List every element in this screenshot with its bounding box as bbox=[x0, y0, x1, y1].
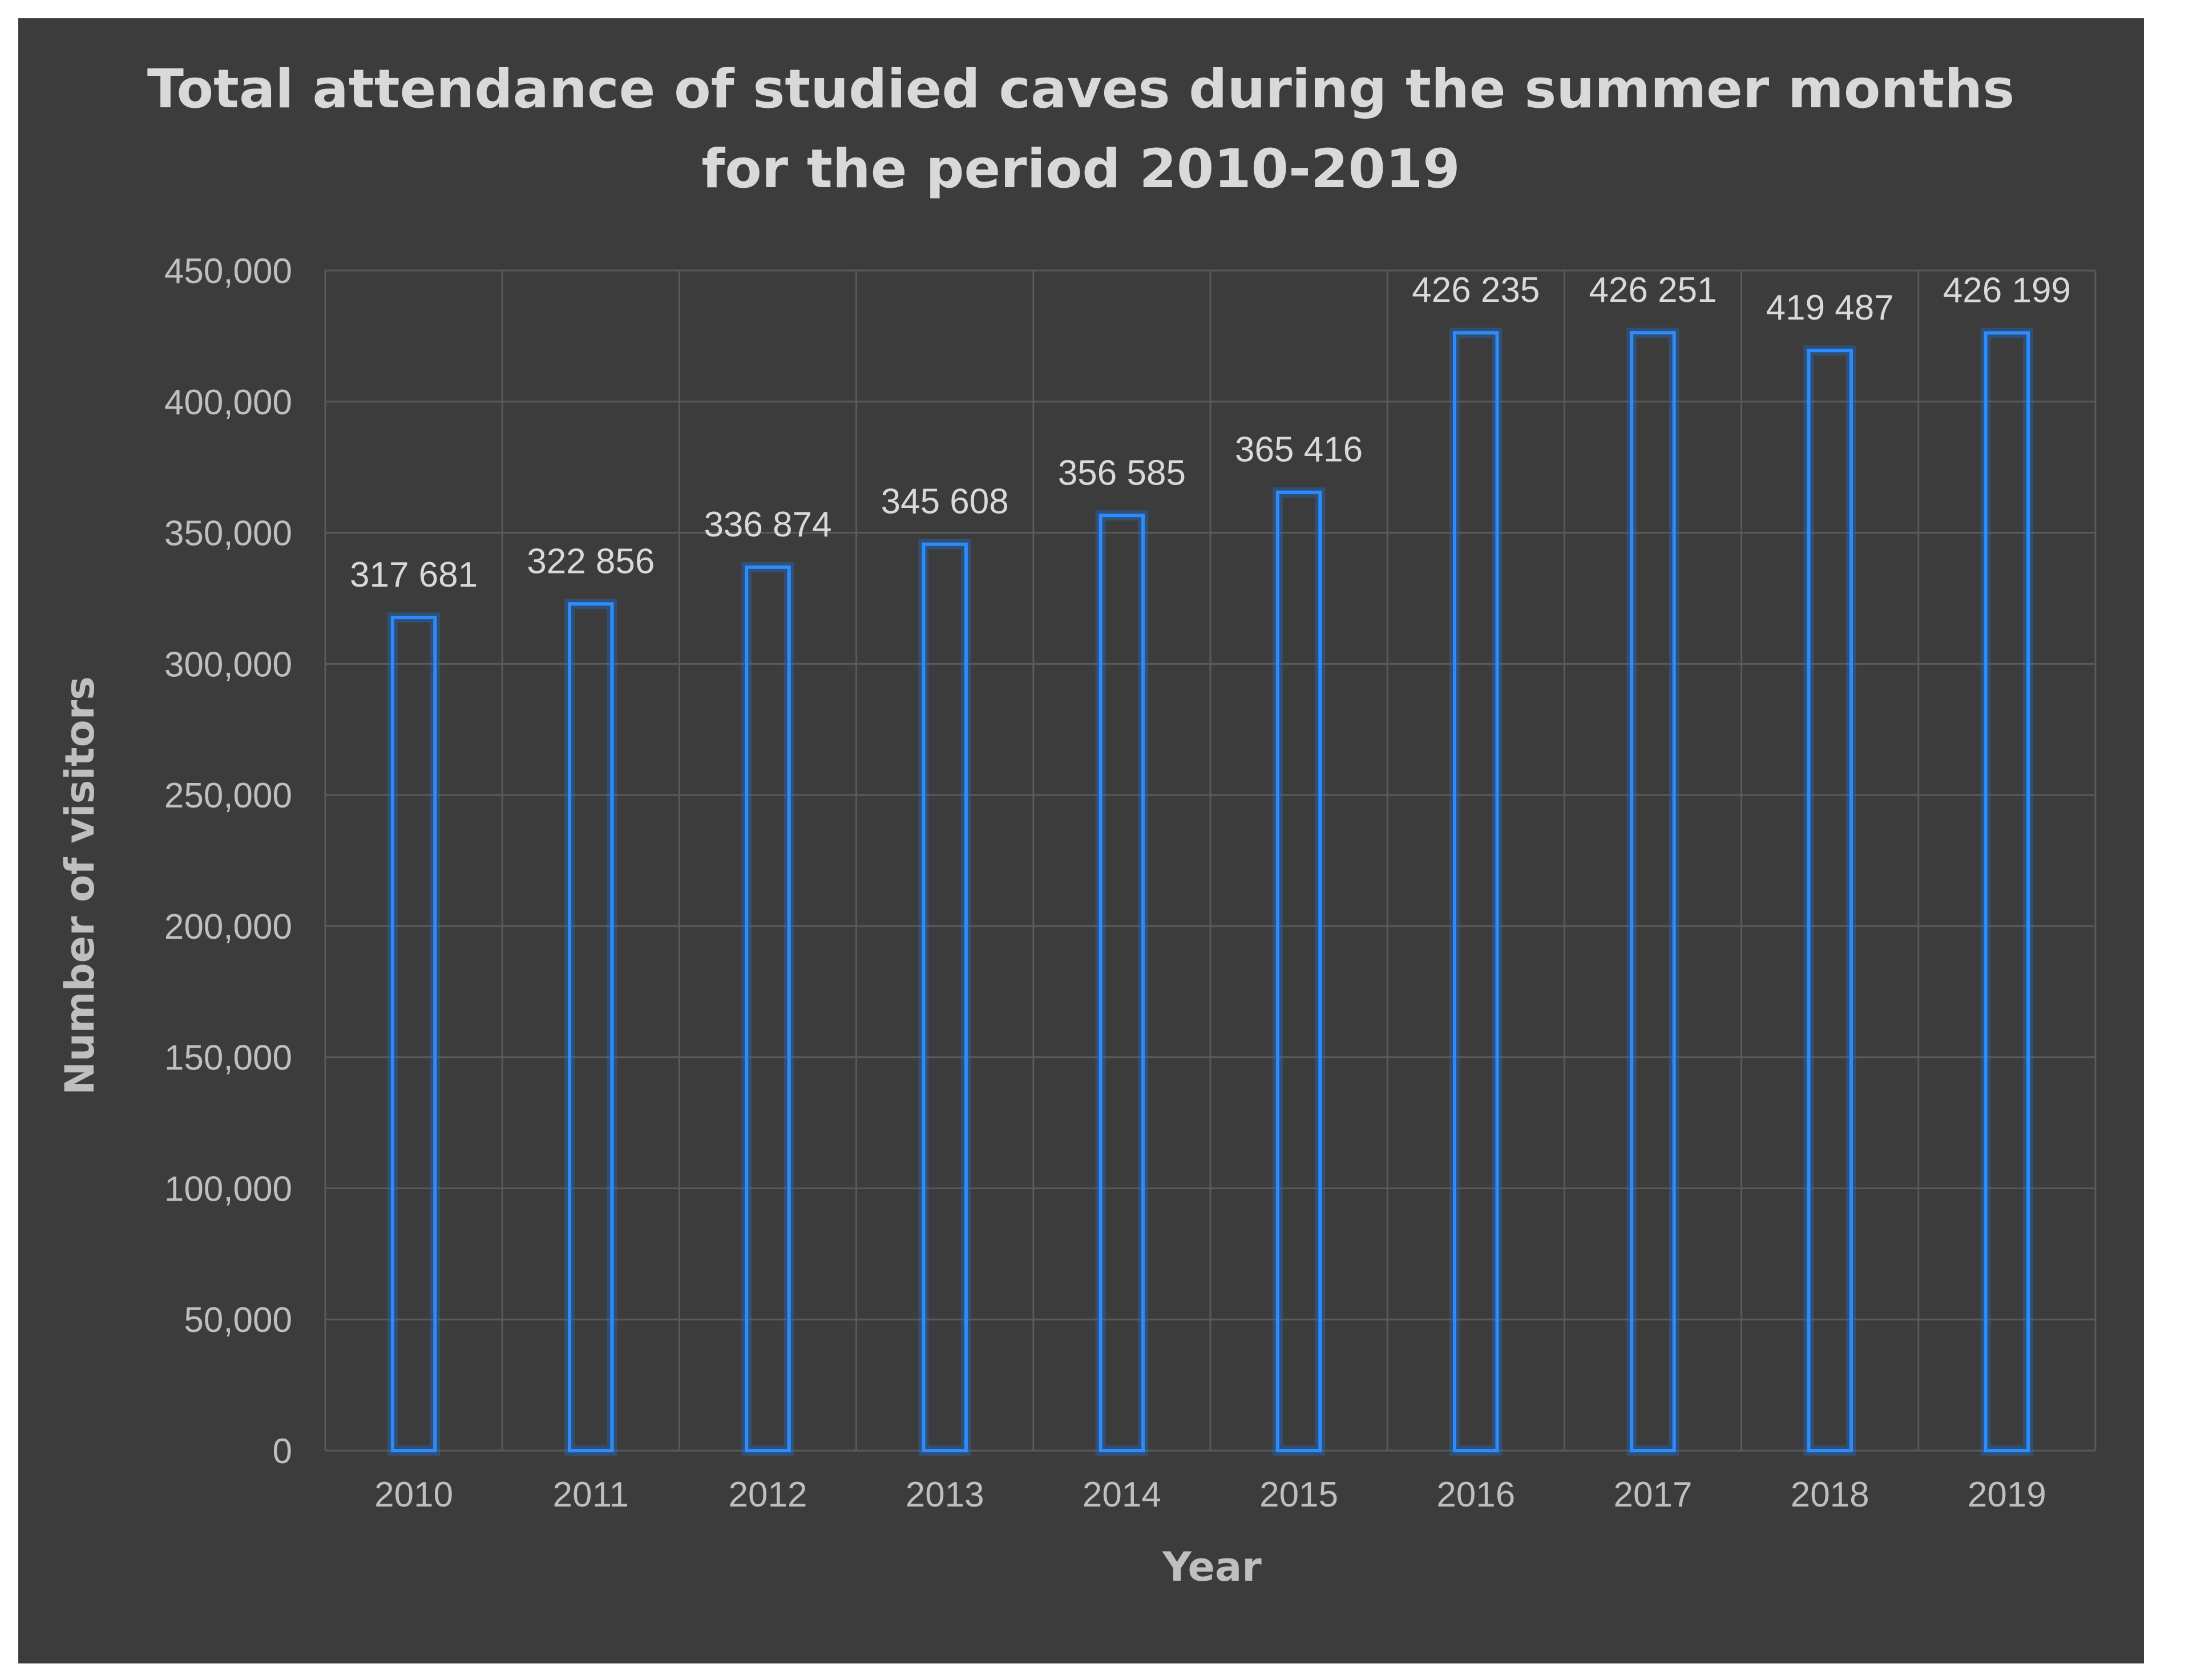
data-label: 317 681 bbox=[350, 555, 478, 595]
y-tick-label: 250,000 bbox=[164, 776, 292, 815]
bar-glow bbox=[387, 612, 441, 1456]
bars bbox=[387, 328, 2034, 1456]
bar-glow bbox=[1980, 328, 2034, 1456]
y-tick-label: 150,000 bbox=[164, 1039, 292, 1078]
bar bbox=[1275, 490, 1322, 1452]
data-label: 365 416 bbox=[1235, 430, 1363, 470]
x-axis-ticks: 2010 2011 2012 2013 2014 2015 2016 2017 2018 2019 bbox=[374, 1475, 2046, 1515]
bar bbox=[922, 542, 968, 1452]
y-tick-label: 100,000 bbox=[164, 1169, 292, 1209]
bar-glow bbox=[564, 599, 617, 1456]
x-tick-label: 2016 bbox=[1436, 1475, 1515, 1515]
bar bbox=[390, 616, 437, 1452]
y-tick-label: 450,000 bbox=[164, 252, 292, 291]
x-tick-label: 2010 bbox=[374, 1475, 453, 1515]
x-tick-label: 2012 bbox=[729, 1475, 807, 1515]
bar bbox=[1807, 349, 1853, 1452]
bar bbox=[1984, 331, 2030, 1453]
x-tick-label: 2017 bbox=[1614, 1475, 1693, 1515]
y-tick-label: 400,000 bbox=[164, 383, 292, 422]
y-tick-label: 200,000 bbox=[164, 907, 292, 947]
data-label: 345 608 bbox=[881, 482, 1009, 522]
bar-glow bbox=[1272, 487, 1326, 1456]
chart-title: Total attendance of studied caves during… bbox=[147, 58, 2014, 120]
bar bbox=[568, 602, 614, 1452]
bar-glow bbox=[1803, 345, 1856, 1456]
data-label: 419 487 bbox=[1766, 288, 1894, 328]
y-tick-label: 0 bbox=[273, 1432, 292, 1471]
y-tick-label: 300,000 bbox=[164, 645, 292, 684]
y-axis-ticks: 0 50,000 100,000 150,000 200,000 250,000 300,0… bbox=[164, 252, 292, 1471]
bar bbox=[1098, 514, 1145, 1452]
data-label: 356 585 bbox=[1058, 453, 1186, 492]
x-tick-label: 2015 bbox=[1259, 1475, 1338, 1515]
y-axis-title: Number of visitors bbox=[56, 676, 103, 1095]
data-label: 426 235 bbox=[1412, 270, 1540, 310]
x-tick-label: 2014 bbox=[1083, 1475, 1161, 1515]
x-axis-title: Year bbox=[1162, 1544, 1262, 1590]
data-label: 336 874 bbox=[704, 505, 831, 544]
bar-glow bbox=[918, 539, 971, 1456]
bar-glow bbox=[741, 562, 794, 1456]
bar bbox=[745, 565, 791, 1452]
x-tick-label: 2013 bbox=[906, 1475, 984, 1515]
bar bbox=[1453, 331, 1499, 1452]
bar-glow bbox=[1626, 328, 1679, 1456]
x-tick-label: 2019 bbox=[1968, 1475, 2046, 1515]
x-tick-label: 2018 bbox=[1791, 1475, 1869, 1515]
bar bbox=[1630, 331, 1676, 1452]
x-tick-label: 2011 bbox=[553, 1475, 629, 1515]
data-label: 322 856 bbox=[527, 542, 655, 581]
data-label: 426 251 bbox=[1589, 270, 1717, 310]
bar-glow bbox=[1095, 510, 1149, 1456]
data-labels: 317 681 322 856 336 874 345 608 356 585 365 4… bbox=[350, 270, 2071, 595]
grid bbox=[324, 269, 2097, 1452]
data-label: 426 199 bbox=[1943, 270, 2071, 310]
y-tick-label: 350,000 bbox=[164, 514, 292, 554]
chart-svg: Total attendance of studied caves during… bbox=[56, 58, 2097, 1590]
bar-glow bbox=[1449, 328, 1503, 1456]
chart-frame: Total attendance of studied caves during… bbox=[18, 18, 2144, 1663]
y-tick-label: 50,000 bbox=[184, 1301, 292, 1340]
chart-title-line2: for the period 2010-2019 bbox=[701, 138, 1460, 200]
